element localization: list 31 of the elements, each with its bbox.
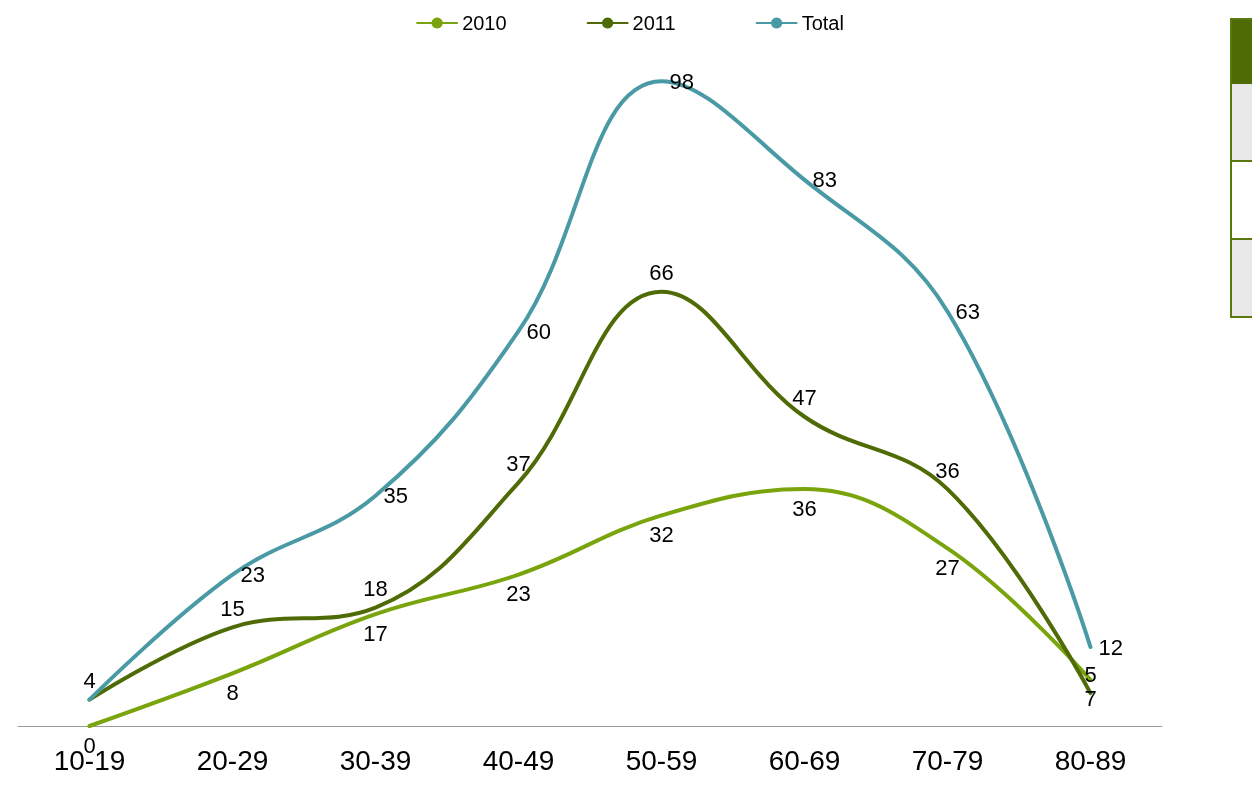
data-label: 83 [812, 167, 837, 193]
data-label: 12 [1098, 634, 1123, 660]
x-tick-label: 20-29 [196, 744, 269, 776]
data-label: 47 [792, 385, 817, 411]
data-label: 60 [526, 318, 551, 344]
data-label: 0 [83, 732, 96, 758]
data-label: 63 [955, 298, 980, 324]
data-label: 27 [935, 554, 960, 580]
data-label: 18 [363, 576, 388, 602]
data-label: 32 [649, 521, 674, 547]
x-tick-label: 40-49 [482, 744, 555, 776]
x-tick-label: 70-79 [911, 744, 984, 776]
data-label: 8 [226, 679, 239, 705]
x-tick-label: 50-59 [625, 744, 698, 776]
data-label: 36 [792, 495, 817, 521]
data-label: 7 [1084, 686, 1097, 712]
legend-label: 2011 [632, 12, 676, 34]
data-label: 4 [83, 668, 96, 694]
data-label: 15 [220, 595, 245, 621]
data-label: 37 [506, 451, 531, 477]
data-label: 23 [506, 581, 531, 607]
x-tick-label: 30-39 [339, 744, 412, 776]
x-tick-label: 80-89 [1054, 744, 1127, 776]
x-tick-label: 60-69 [768, 744, 841, 776]
data-label: 36 [935, 457, 960, 483]
data-label: 23 [240, 562, 265, 588]
data-label: 35 [383, 483, 408, 509]
legend-label: Total [801, 12, 844, 34]
data-label: 17 [363, 620, 388, 646]
legend-label: 2010 [462, 12, 507, 34]
data-label: 66 [649, 260, 674, 286]
